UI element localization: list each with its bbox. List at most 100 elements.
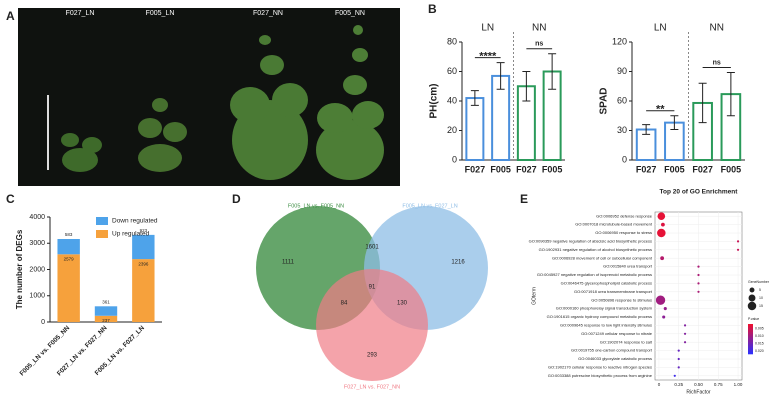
y-tick-label: 0	[41, 319, 45, 326]
colorbar-slice	[748, 340, 753, 343]
x-tick-label: 0	[658, 382, 661, 387]
y-axis-label: GOterm	[531, 287, 537, 305]
x-tick-label: 0.25	[674, 382, 683, 387]
value-label: 2579	[64, 256, 75, 261]
color-legend-label: 0.020	[755, 349, 764, 353]
y-tick-label: GO:0006952 defense response	[596, 213, 653, 218]
dot	[736, 248, 740, 251]
venn-count: 1216	[451, 260, 465, 266]
dot	[657, 212, 666, 221]
bar-segment	[57, 238, 80, 255]
y-tick-label: 40	[447, 95, 457, 105]
colorbar-slice	[748, 338, 753, 341]
y-tick-label: 60	[447, 66, 457, 76]
photo-label: F027_NN	[253, 10, 283, 17]
y-tick-label: 80	[447, 36, 457, 46]
dot	[697, 273, 700, 277]
colorbar-slice	[748, 326, 753, 329]
size-legend-label: 5	[759, 288, 761, 292]
y-tick-label: GO:0050896 response to stimulus	[591, 297, 652, 302]
y-axis-label: PH(cm)	[429, 83, 440, 118]
colorbar-slice	[748, 342, 753, 345]
y-tick-label: GO:0071249 cellular response to nitrate	[581, 331, 653, 336]
panel-label: A	[6, 9, 15, 23]
error-bar	[496, 62, 505, 90]
y-tick-label: GO:0000160 phosphorelay signal transduct…	[556, 306, 653, 311]
color-legend-label: 0.015	[755, 341, 764, 345]
value-label: 361	[102, 299, 110, 304]
error-bar	[726, 71, 735, 117]
legend-label: Down regulated	[112, 218, 158, 225]
dot	[662, 315, 666, 319]
significance-label: ****	[479, 51, 497, 63]
bar-segment	[132, 259, 155, 322]
y-tick-label: GO:1901615 organic hydroxy compound meta…	[547, 314, 652, 319]
size-legend-label: 15	[759, 304, 763, 308]
x-tick-label: F005	[664, 164, 685, 174]
dot	[697, 290, 700, 293]
y-tick-label: GO:1902931 negative regulation of alcoho…	[539, 247, 652, 252]
colorbar-slice	[748, 336, 753, 339]
y-tick-label: 1000	[29, 293, 45, 300]
x-axis-label: RichFactor	[686, 389, 711, 395]
y-tick-label: GO:1902170 cellular response to reactive…	[548, 364, 652, 369]
x-tick-label: F005	[721, 164, 742, 174]
panel-label: E	[520, 192, 528, 206]
venn-set-label: F005_LN vs. F027_LN	[402, 203, 457, 209]
group-label: NN	[710, 23, 724, 34]
y-tick-label: 0	[622, 154, 627, 164]
y-tick-label: GO:0071918 urea transmembrane transport	[574, 289, 653, 294]
venn-set	[316, 269, 428, 381]
dot	[660, 256, 665, 261]
y-tick-label: GO:0006928 movement of cell or subcellul…	[552, 255, 653, 260]
photo-label: F005_NN	[335, 10, 365, 17]
size-legend-dot	[749, 287, 755, 293]
significance-label: **	[656, 104, 665, 116]
colorbar-slice	[748, 346, 753, 349]
dot	[736, 240, 740, 243]
error-bar	[698, 82, 707, 124]
dot	[683, 324, 687, 327]
dot	[661, 222, 665, 227]
y-tick-label: GO:1902074 response to salt	[600, 339, 653, 344]
value-label: 2396	[138, 261, 149, 266]
y-tick-label: GO:0019755 one-carbon compound transport	[571, 348, 653, 353]
size-legend-title: GeneNumber	[748, 280, 770, 284]
y-axis-label: The number of DEGs	[15, 229, 24, 309]
error-bar	[470, 90, 479, 106]
venn-count: 1111	[282, 260, 295, 266]
y-axis-label: SPAD	[599, 87, 610, 114]
legend-label: Up regulated	[112, 231, 150, 238]
colorbar-slice	[748, 350, 753, 353]
venn-count: 91	[369, 285, 376, 291]
value-label: 923	[140, 228, 148, 233]
photo-label: F005_LN	[146, 10, 175, 17]
x-tick-label: F027	[636, 164, 657, 174]
x-tick-label: F027	[516, 164, 537, 174]
plant-2	[138, 98, 187, 172]
y-tick-label: GO:0009645 response to low light intensi…	[560, 322, 652, 327]
x-tick-label: 1.00	[734, 382, 743, 387]
dot	[655, 295, 666, 305]
y-tick-label: GO:0046033 glyoxylate catabolic process	[578, 356, 652, 361]
color-legend-label: 0.005	[755, 326, 764, 330]
dot	[697, 265, 700, 268]
x-tick-label: F027	[692, 164, 713, 174]
dot	[677, 366, 680, 369]
colorbar-slice	[748, 324, 753, 327]
size-legend-dot	[747, 301, 757, 311]
dot	[677, 357, 680, 361]
venn-count: 84	[341, 301, 348, 307]
error-bar	[670, 115, 679, 131]
bar	[465, 97, 485, 162]
size-legend-dot	[748, 294, 756, 302]
color-legend-title: P.value	[748, 317, 759, 321]
color-legend-label: 0.010	[755, 334, 764, 338]
legend-swatch	[96, 230, 108, 238]
colorbar-slice	[748, 352, 753, 355]
bar-segment	[94, 315, 118, 322]
value-label: 583	[65, 232, 73, 237]
y-tick-label: 20	[447, 125, 457, 135]
dot	[683, 332, 687, 335]
